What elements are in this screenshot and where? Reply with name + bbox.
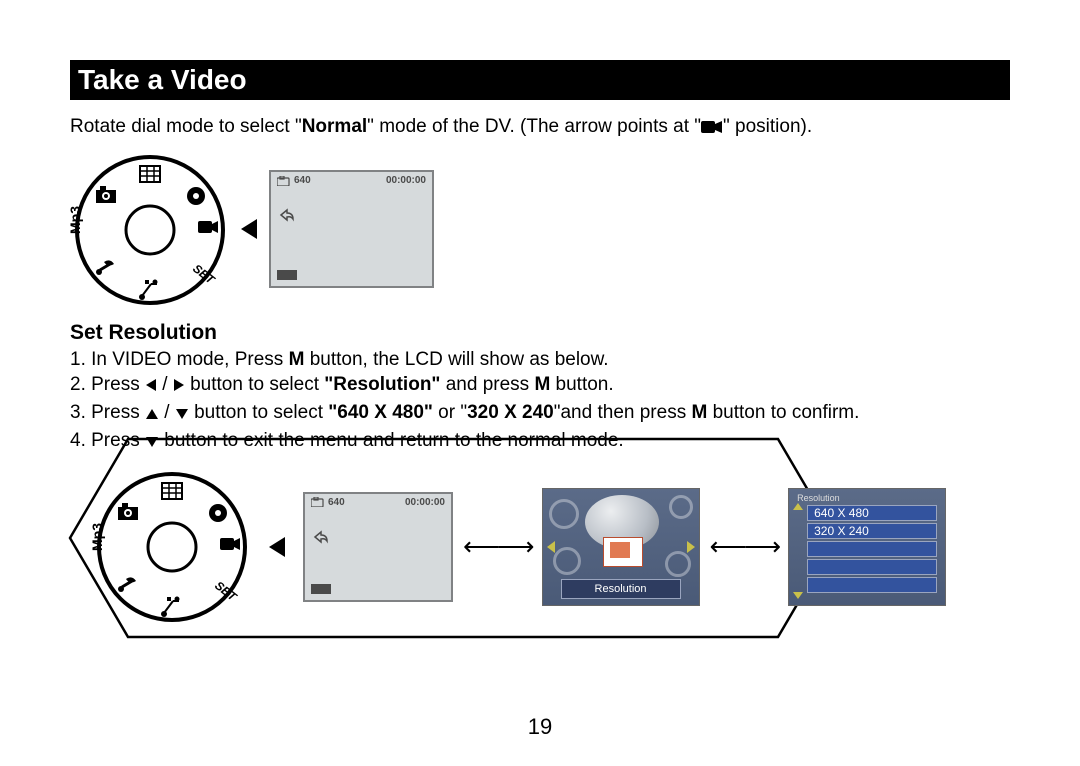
lcd-battery-icon [277, 270, 297, 280]
menu-right-arrow-icon [687, 541, 695, 553]
menu-label: Resolution [561, 579, 681, 599]
video-camera-icon [701, 116, 723, 142]
s2d: and press [440, 374, 534, 395]
mode-dial-2: SET Mp3 [92, 469, 257, 624]
page-number: 19 [0, 714, 1080, 740]
s3d: or " [433, 402, 467, 423]
list-up-arrow-icon [793, 503, 803, 510]
list-header: Resolution [797, 493, 937, 503]
step-1: 1. In VIDEO mode, Press M button, the LC… [70, 347, 1010, 373]
svg-text:Mp3: Mp3 [70, 205, 83, 233]
s3f: "and then press [554, 402, 692, 423]
s2f: button. [550, 374, 613, 395]
menu-left-arrow-icon [547, 541, 555, 553]
right-triangle-icon [173, 374, 185, 400]
lcd-res-icon: 640 [277, 175, 311, 186]
up-triangle-icon [145, 402, 159, 428]
mode-dial: SET Mp3 [70, 152, 235, 307]
lcd-preview-2: 640 00:00:00 [303, 492, 453, 602]
s3a: 3. Press [70, 402, 145, 423]
subheading: Set Resolution [70, 321, 1010, 345]
steps-list: 1. In VIDEO mode, Press M button, the LC… [70, 347, 1010, 456]
down-triangle-icon [175, 402, 189, 428]
figure-row-2: SET Mp3 640 00:00:00 ⟵⟶ [70, 469, 1010, 624]
lcd-res-2: 640 [328, 497, 345, 508]
list-item: . [807, 541, 937, 557]
intro-suffix: " position). [723, 116, 812, 137]
lcd-res: 640 [294, 175, 311, 186]
dial-pointer-icon [241, 219, 257, 239]
svg-text:Mp3: Mp3 [92, 523, 105, 551]
resolution-list-screen: Resolution 640 X 480 320 X 240 . . . [788, 488, 946, 606]
down-triangle-icon-2 [145, 430, 159, 456]
intro-mid: " mode of the DV. (The arrow points at " [367, 116, 701, 137]
s3e: 320 X 240 [467, 402, 554, 423]
lcd-return-icon [277, 208, 295, 225]
lcd-res-icon-2: 640 [311, 497, 345, 508]
list-item: . [807, 559, 937, 575]
list-option-320: 320 X 240 [807, 523, 937, 539]
double-arrow-icon-2: ⟵⟶ [710, 531, 779, 562]
step-2: 2. Press / button to select "Resolution"… [70, 372, 1010, 400]
intro-prefix: Rotate dial mode to select " [70, 116, 302, 137]
list-down-arrow-icon [793, 592, 803, 599]
step-3: 3. Press / button to select "640 X 480" … [70, 400, 1010, 428]
s1b: M [289, 349, 305, 370]
lcd-battery-icon-2 [311, 584, 331, 594]
s3g: M [691, 402, 707, 423]
lcd-preview: 640 00:00:00 [269, 170, 434, 288]
intro-normal: Normal [302, 116, 367, 137]
menu-screen: Resolution [542, 488, 700, 606]
list-item: . [807, 577, 937, 593]
lcd-return-icon-2 [311, 530, 329, 547]
s3b: button to select [189, 402, 328, 423]
figure-row-1: SET Mp3 640 00:00:00 [70, 152, 1010, 307]
dial-pointer-icon-2 [269, 537, 285, 557]
intro-text: Rotate dial mode to select "Normal" mode… [70, 114, 1010, 142]
resolution-tiles-icon [603, 537, 643, 567]
lcd-time: 00:00:00 [386, 175, 426, 186]
s2e: M [534, 374, 550, 395]
s4b: button to exit the menu and return to th… [164, 430, 623, 451]
s1a: 1. In VIDEO mode, Press [70, 349, 289, 370]
double-arrow-icon: ⟵⟶ [463, 531, 532, 562]
section-title: Take a Video [70, 60, 1010, 100]
s2b: button to select [185, 374, 324, 395]
left-triangle-icon [145, 374, 157, 400]
lcd-time-2: 00:00:00 [405, 497, 445, 508]
s2a: 2. Press [70, 374, 145, 395]
s2c: "Resolution" [324, 374, 440, 395]
list-option-640: 640 X 480 [807, 505, 937, 521]
s3c: "640 X 480" [328, 402, 433, 423]
s4a: 4. Press [70, 430, 140, 451]
s3h: button to confirm. [707, 402, 859, 423]
s1c: button, the LCD will show as below. [304, 349, 608, 370]
step-4: 4. Press button to exit the menu and ret… [70, 428, 1010, 456]
